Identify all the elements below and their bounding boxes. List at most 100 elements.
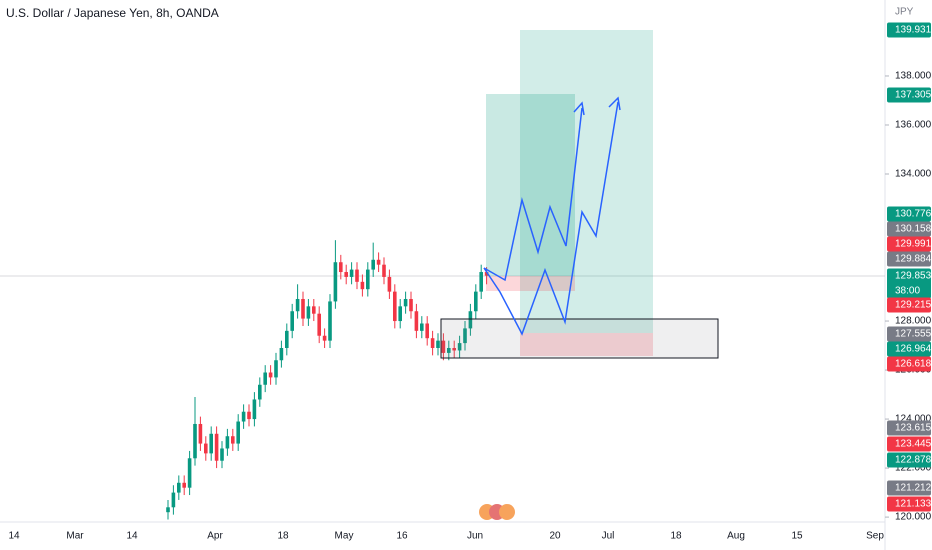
- price-badge-label: 122.878: [895, 455, 932, 466]
- candle-body: [236, 421, 240, 444]
- candle-body: [209, 433, 213, 454]
- candle-body: [420, 323, 424, 331]
- candle-body: [393, 291, 397, 322]
- candle-body: [430, 338, 435, 348]
- price-badge-label: 121.212: [895, 483, 932, 494]
- candle-body: [468, 311, 473, 329]
- candle-body: [268, 372, 273, 378]
- y-tick-label: 138.000: [895, 71, 932, 82]
- candle-body: [317, 313, 321, 336]
- projection-path[interactable]: [483, 101, 619, 336]
- long-position-stop[interactable]: [520, 333, 653, 356]
- projection-path[interactable]: [483, 107, 583, 282]
- x-tick-label: 16: [396, 531, 408, 542]
- position-drawings: [440, 30, 719, 359]
- price-badge: [887, 496, 931, 512]
- price-badge: [887, 221, 931, 237]
- candle-body: [447, 348, 451, 353]
- x-tick-label: 20: [549, 531, 561, 542]
- candle-body: [441, 340, 446, 353]
- x-tick-label: Sep: [866, 531, 884, 542]
- candle-body: [279, 348, 284, 361]
- demand-zone[interactable]: [440, 318, 719, 359]
- event-icon[interactable]: [499, 504, 515, 520]
- price-badge: [887, 480, 931, 496]
- candle-body: [355, 269, 359, 282]
- price-badge: [887, 436, 931, 452]
- price-badge: [887, 297, 931, 313]
- arrow-head: [573, 101, 585, 116]
- candle-body: [171, 492, 176, 508]
- candle-body: [258, 384, 262, 400]
- price-badge-label: 129.215: [895, 300, 932, 311]
- candle-body: [247, 411, 251, 420]
- candle-body: [263, 372, 267, 385]
- x-tick-label: 18: [277, 531, 289, 542]
- candle-body: [290, 311, 294, 331]
- candle-body: [366, 269, 370, 290]
- price-badge: [887, 452, 931, 468]
- y-tick-label: 136.000: [895, 120, 932, 131]
- candle-body: [285, 330, 289, 348]
- candle-body: [349, 269, 354, 277]
- countdown: 38:00: [895, 286, 920, 297]
- candle-body: [225, 436, 230, 449]
- candle-body: [295, 298, 300, 312]
- candle-body: [333, 262, 338, 302]
- candle-body: [312, 306, 316, 314]
- y-tick-label: 120.000: [895, 512, 932, 523]
- long-position-stop[interactable]: [486, 276, 575, 291]
- long-position-target[interactable]: [486, 94, 575, 276]
- x-tick-label: Apr: [207, 531, 223, 542]
- price-badge: [887, 356, 931, 372]
- price-badge: [887, 268, 931, 299]
- candles: [166, 240, 489, 520]
- candle-body: [231, 436, 235, 444]
- candle-body: [360, 281, 365, 290]
- price-badge-label: 129.884: [895, 254, 932, 265]
- candle-body: [474, 291, 478, 312]
- price-badge: [887, 22, 931, 38]
- candle-body: [398, 306, 402, 322]
- price-badge-label: 126.618: [895, 359, 932, 370]
- candle-body: [457, 343, 462, 351]
- event-icons: [479, 504, 515, 520]
- candle-body: [371, 259, 375, 270]
- candle-body: [409, 298, 413, 312]
- price-badge-label: 129.991: [895, 239, 932, 250]
- candle-body: [403, 298, 408, 307]
- candle-body: [193, 423, 197, 459]
- price-badge-label: 123.615: [895, 423, 932, 434]
- price-badge: [887, 87, 931, 103]
- candle-body: [220, 448, 224, 461]
- candle-body: [344, 272, 348, 277]
- candle-body: [306, 306, 311, 319]
- price-badge: [887, 341, 931, 357]
- candle-body: [339, 262, 343, 273]
- price-badge: [887, 420, 931, 436]
- candle-body: [387, 276, 392, 292]
- price-badge-label: 123.445: [895, 439, 932, 450]
- candle-body: [425, 323, 429, 339]
- chart-title: U.S. Dollar / Japanese Yen, 8h, OANDA: [6, 6, 219, 20]
- candle-body: [241, 411, 246, 422]
- price-badge-label: 121.133: [895, 499, 932, 510]
- price-badge-label: 137.305: [895, 90, 932, 101]
- candle-body: [177, 482, 181, 493]
- price-badge: [887, 236, 931, 252]
- candle-body: [252, 399, 257, 420]
- candle-body: [301, 298, 305, 319]
- x-tick-label: 14: [8, 531, 20, 542]
- candle-body: [322, 335, 327, 341]
- y-tick-label: 128.000: [895, 316, 932, 327]
- long-position-target[interactable]: [520, 30, 653, 333]
- y-tick-label: 134.000: [895, 169, 932, 180]
- y-tick-label: 122.000: [895, 463, 932, 474]
- candle-body: [463, 328, 467, 344]
- candle-body: [436, 340, 440, 348]
- candle-body: [214, 433, 219, 461]
- price-badge-label: 130.158: [895, 224, 932, 235]
- candle-body: [376, 259, 381, 265]
- arrow-head: [608, 96, 621, 111]
